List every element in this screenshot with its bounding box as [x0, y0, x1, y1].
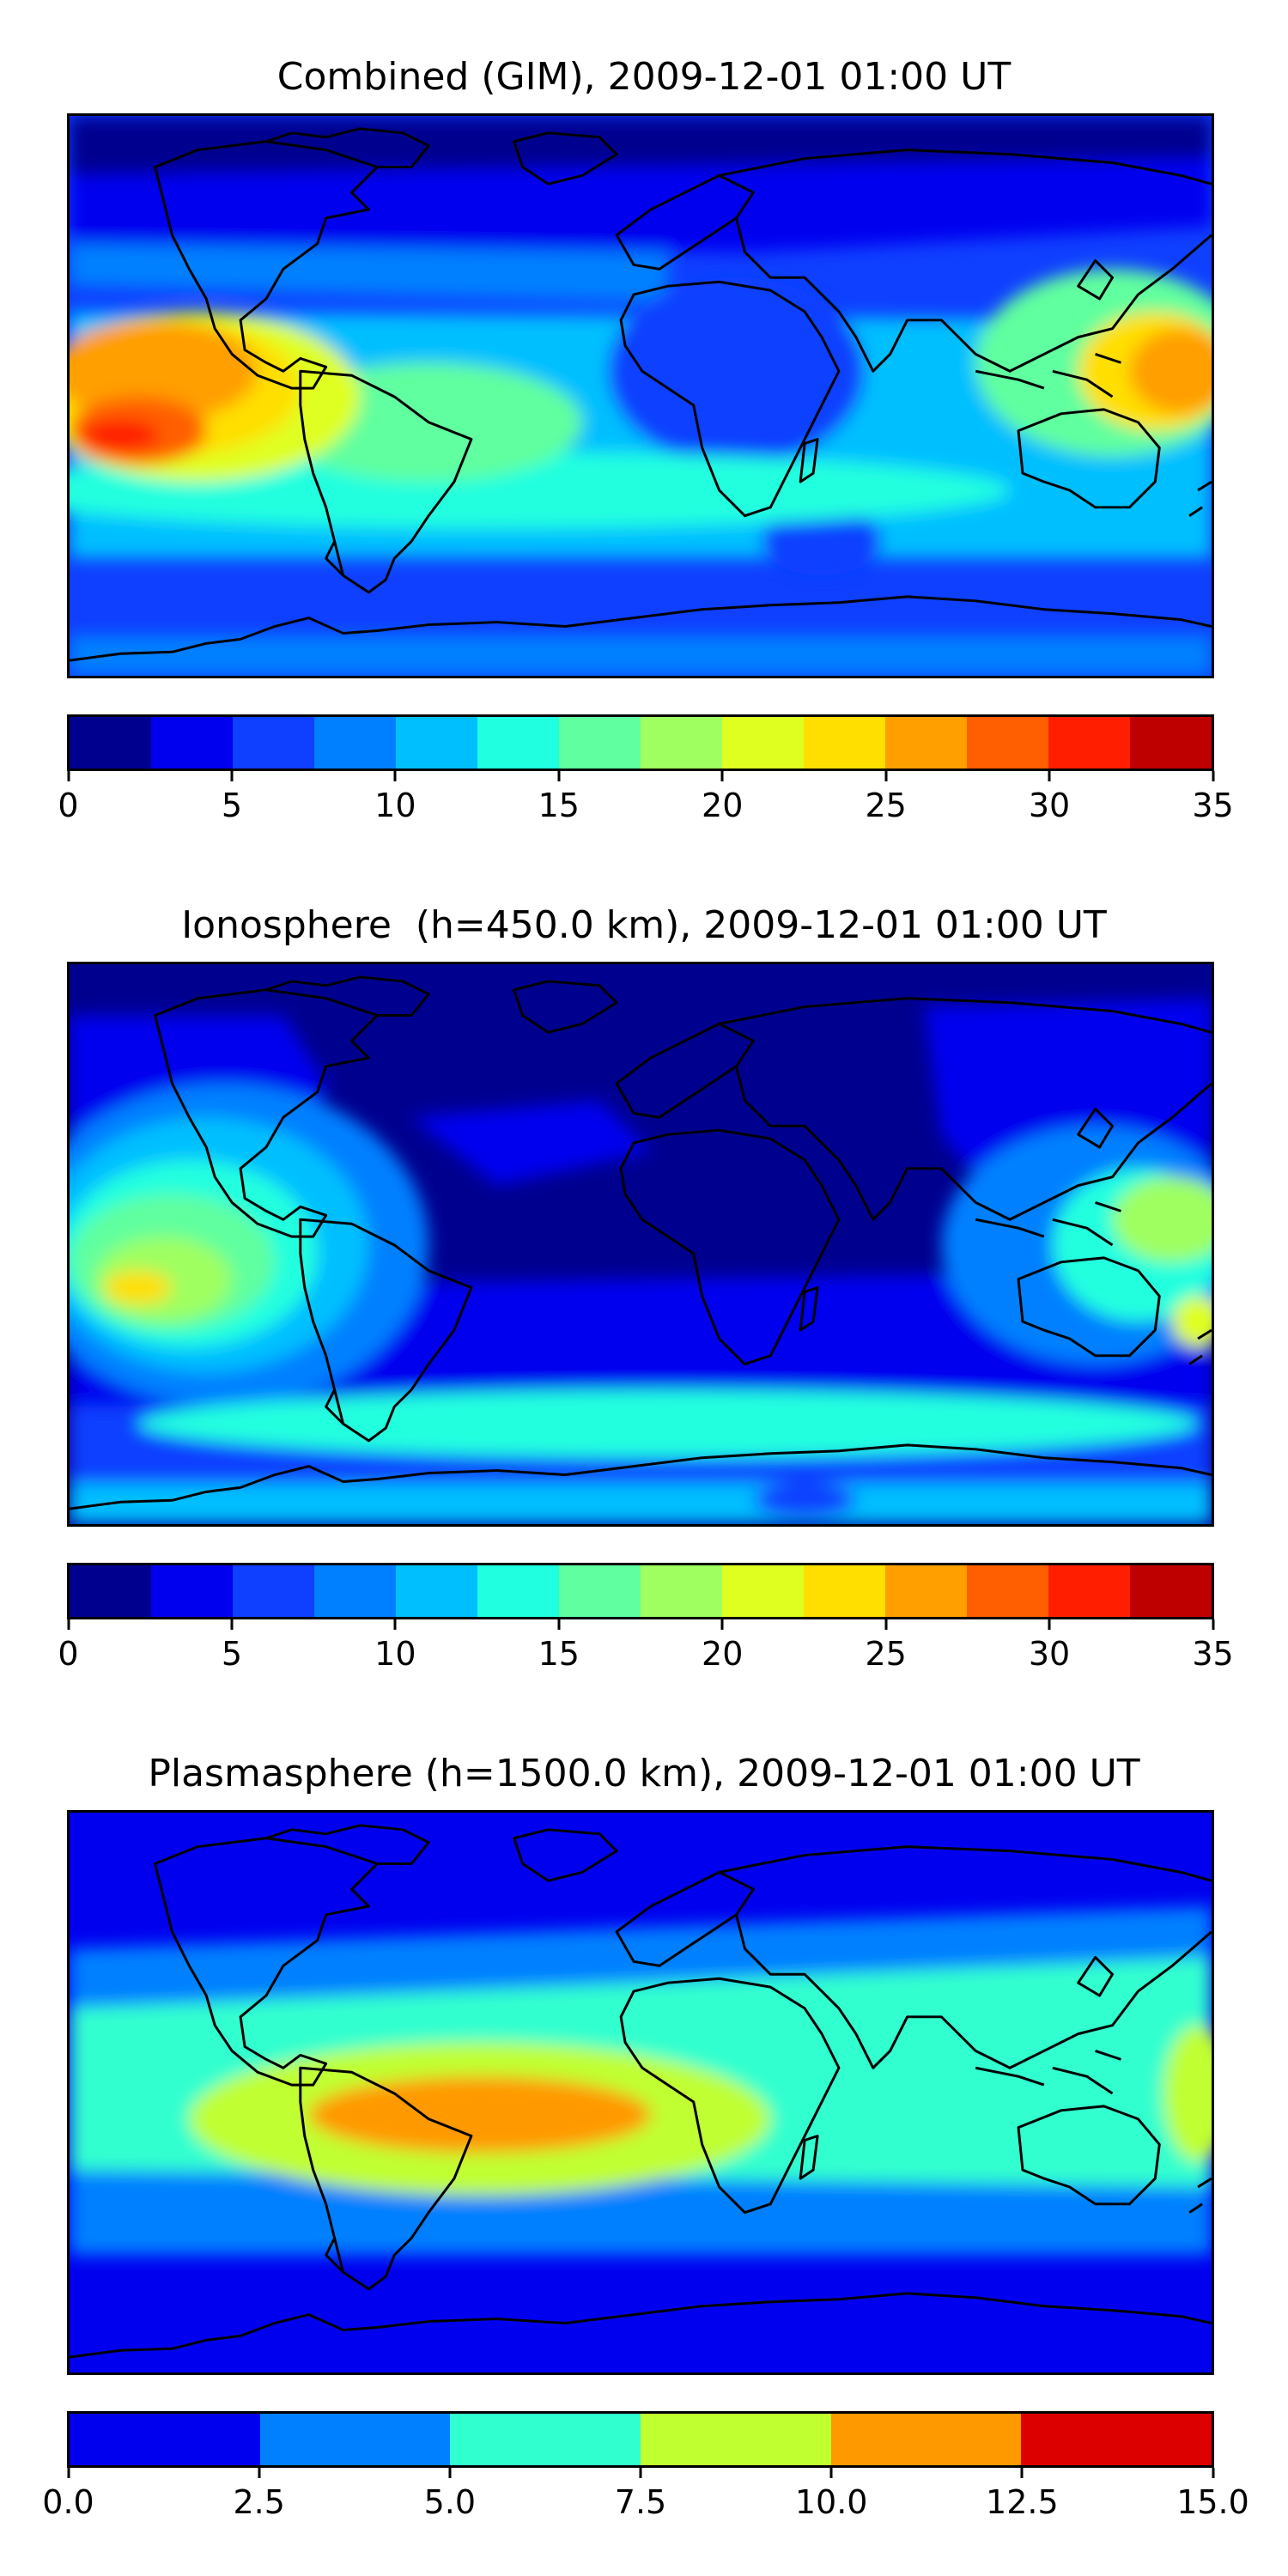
colorbar-tick — [1048, 1619, 1051, 1630]
colorbar-segment — [396, 1565, 477, 1617]
colorbar-segment — [1021, 2414, 1212, 2465]
colorbar-tick-label: 35 — [1192, 787, 1234, 824]
colorbar-tick — [230, 1619, 234, 1630]
colorbar-tick-label: 20 — [702, 787, 744, 824]
colorbar-tick — [393, 771, 397, 781]
colorbar-segment — [233, 717, 314, 769]
colorbar-segment — [885, 1565, 967, 1617]
colorbar-segment — [396, 717, 477, 769]
colorbar-segment — [477, 717, 559, 769]
colorbar-tick — [829, 2468, 833, 2478]
colorbar-tick-label: 2.5 — [233, 2483, 285, 2521]
colorbar-segment — [559, 1565, 641, 1617]
colorbar-tick-label: 5 — [221, 787, 243, 824]
colorbar-segment — [477, 1565, 559, 1617]
colorbar-tick-label: 30 — [1028, 1635, 1071, 1673]
colorbar-tick — [1212, 1619, 1214, 1630]
colorbar-segment — [885, 717, 967, 769]
colorbar-tick-label: 0.0 — [42, 2483, 94, 2521]
colorbar-tick — [1212, 771, 1214, 781]
colorbar-segment — [641, 717, 722, 769]
colorbar-tick — [557, 771, 561, 781]
colorbar-segment — [70, 1565, 151, 1617]
colorbar-segment — [641, 2414, 831, 2465]
colorbar-tick-label: 20 — [702, 1635, 744, 1673]
colorbar — [67, 714, 1214, 771]
colorbar-tick-label: 0 — [58, 787, 79, 824]
colorbar-segment — [314, 717, 396, 769]
colorbar-tick — [720, 1619, 724, 1630]
colorbar-tick — [720, 771, 724, 781]
colorbar-segment — [830, 2414, 1022, 2465]
colorbar-segment — [259, 2414, 451, 2465]
colorbar-segment — [559, 717, 641, 769]
colorbar-tick-label: 0 — [58, 1635, 79, 1673]
colorbar-tick — [67, 2468, 70, 2478]
colorbar-tick — [258, 2468, 261, 2478]
colorbar-tick — [448, 2468, 452, 2478]
map-plasmasphere — [67, 1810, 1214, 2375]
colorbar-segment — [70, 2414, 260, 2465]
colorbar-tick — [884, 1619, 888, 1630]
colorbar-tick-label: 10 — [374, 787, 416, 824]
colorbar-tick-label: 5.0 — [423, 2483, 477, 2521]
colorbar-segment — [151, 1565, 233, 1617]
colorbar-tick — [1048, 771, 1051, 781]
colorbar-tick — [67, 1619, 70, 1630]
colorbar-segment — [1048, 1565, 1130, 1617]
colorbar-segment — [804, 717, 885, 769]
colorbar-tick-label: 15.0 — [1176, 2483, 1249, 2521]
colorbar-tick-label: 7.5 — [614, 2483, 667, 2521]
colorbar-ticks: 0.0 2.5 5.0 7.5 10.0 12.5 15.0 — [42, 2468, 1249, 2521]
colorbar-tick — [1020, 2468, 1024, 2478]
colorbar-tick — [1212, 2468, 1214, 2478]
colorbar-ticks: 0 5 10 15 20 25 30 35 — [58, 1619, 1234, 1673]
map-ionosphere — [67, 962, 1214, 1527]
colorbar-tick-label: 5 — [221, 1635, 243, 1673]
colorbar-segment — [233, 1565, 314, 1617]
colorbar-tick — [393, 1619, 397, 1630]
colorbar-tick-label: 15 — [538, 1635, 580, 1673]
colorbar-segment — [70, 717, 151, 769]
colorbar-segment — [804, 1565, 885, 1617]
colorbar-tick — [230, 771, 234, 781]
colorbar-tick-label: 35 — [1192, 1635, 1234, 1673]
colorbar-segment — [1130, 717, 1212, 769]
colorbar-tick-label: 15 — [538, 787, 580, 824]
map-title: Ionosphere (h=450.0 km), 2009-12-01 01:0… — [181, 903, 1107, 947]
colorbar-ticks: 0 5 10 15 20 25 30 35 — [58, 771, 1234, 824]
colorbar-segment — [151, 717, 233, 769]
colorbar-segment — [1048, 717, 1130, 769]
colorbar-tick-label: 25 — [865, 787, 907, 824]
map-combined — [67, 113, 1214, 678]
colorbar-tick-label: 12.5 — [986, 2483, 1059, 2521]
colorbar-tick-label: 25 — [865, 1635, 907, 1673]
colorbar-segment — [967, 717, 1048, 769]
colorbar-segment — [314, 1565, 396, 1617]
colorbar-tick-label: 10.0 — [794, 2483, 868, 2521]
colorbar-tick — [639, 2468, 642, 2478]
colorbar-segment — [722, 717, 804, 769]
colorbar-segment — [1130, 1565, 1212, 1617]
map-title: Plasmasphere (h=1500.0 km), 2009-12-01 0… — [148, 1752, 1140, 1795]
colorbar-tick — [884, 771, 888, 781]
colorbar-tick-label: 10 — [374, 1635, 416, 1673]
colorbar-segment — [450, 2414, 641, 2465]
map-title: Combined (GIM), 2009-12-01 01:00 UT — [276, 55, 1012, 99]
colorbar — [67, 1563, 1214, 1619]
colorbar-tick-label: 30 — [1028, 787, 1071, 824]
colorbar-segment — [641, 1565, 722, 1617]
colorbar-segment — [967, 1565, 1048, 1617]
colorbar-tick — [67, 771, 70, 781]
colorbar-tick — [557, 1619, 561, 1630]
colorbar — [67, 2411, 1214, 2468]
colorbar-segment — [722, 1565, 804, 1617]
